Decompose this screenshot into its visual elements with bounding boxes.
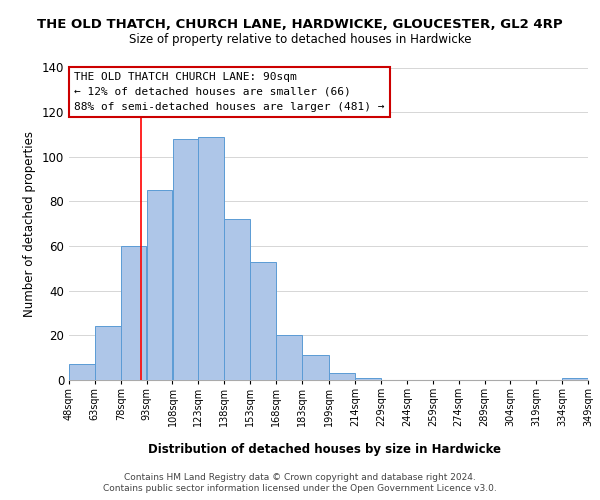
Text: Size of property relative to detached houses in Hardwicke: Size of property relative to detached ho… xyxy=(129,32,471,46)
Text: THE OLD THATCH, CHURCH LANE, HARDWICKE, GLOUCESTER, GL2 4RP: THE OLD THATCH, CHURCH LANE, HARDWICKE, … xyxy=(37,18,563,30)
Bar xyxy=(199,136,224,380)
Bar xyxy=(329,374,355,380)
Bar xyxy=(173,139,198,380)
Bar xyxy=(250,262,276,380)
Bar xyxy=(69,364,95,380)
Text: Contains HM Land Registry data © Crown copyright and database right 2024.: Contains HM Land Registry data © Crown c… xyxy=(124,472,476,482)
Text: Contains public sector information licensed under the Open Government Licence v3: Contains public sector information licen… xyxy=(103,484,497,493)
Text: Distribution of detached houses by size in Hardwicke: Distribution of detached houses by size … xyxy=(148,442,500,456)
Bar xyxy=(95,326,121,380)
Bar xyxy=(147,190,172,380)
Bar xyxy=(355,378,381,380)
Bar xyxy=(224,220,250,380)
Text: THE OLD THATCH CHURCH LANE: 90sqm
← 12% of detached houses are smaller (66)
88% : THE OLD THATCH CHURCH LANE: 90sqm ← 12% … xyxy=(74,72,385,112)
Y-axis label: Number of detached properties: Number of detached properties xyxy=(23,130,36,317)
Bar xyxy=(121,246,146,380)
Bar xyxy=(562,378,588,380)
Bar xyxy=(276,336,302,380)
Bar xyxy=(302,356,329,380)
